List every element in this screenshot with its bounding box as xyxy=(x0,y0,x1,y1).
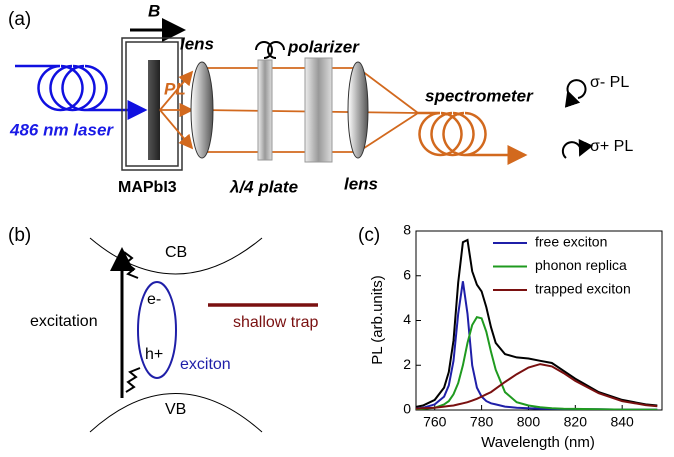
panel-b: (b) CB VB excitation e- h+ exciton shall… xyxy=(8,225,318,433)
sigma-plus-label: σ+ PL xyxy=(590,138,633,155)
legend-label: trapped exciton xyxy=(535,281,631,297)
cryostat xyxy=(125,41,179,167)
pl-label: PL xyxy=(164,79,186,98)
trap-label: shallow trap xyxy=(233,314,318,331)
series-line xyxy=(416,281,658,410)
lens-label: lens xyxy=(180,34,214,53)
panel-label: (c) xyxy=(358,225,380,246)
y-tick-label: 2 xyxy=(403,356,411,372)
sample xyxy=(148,60,160,160)
excitation-label: excitation xyxy=(30,313,98,330)
plot-frame xyxy=(415,230,663,411)
sample-label: MAPbI3 xyxy=(118,179,177,196)
hole-label: h+ xyxy=(145,346,163,363)
cb-label: CB xyxy=(165,244,187,261)
laser-label: 486 nm laser xyxy=(9,120,114,139)
legend-label: phonon replica xyxy=(535,257,627,273)
sigma-plus-arrow xyxy=(561,138,594,159)
polarizer-label: polarizer xyxy=(287,37,360,56)
exciton xyxy=(137,281,177,379)
x-tick-label: 760 xyxy=(423,414,447,430)
x-tick-label: 820 xyxy=(564,414,588,430)
x-tick-label: 800 xyxy=(517,414,541,430)
y-axis-label: PL (arb.units) xyxy=(369,275,386,364)
polarizer xyxy=(304,57,333,163)
lens xyxy=(190,61,214,159)
panel-a: (a) B 486 nm laser MAPbI3 lens PL λ/4 pl… xyxy=(8,1,633,196)
series-line xyxy=(416,315,658,410)
panel-label: (b) xyxy=(8,225,31,246)
spectrometer-label: spectrometer xyxy=(425,86,534,105)
y-tick-label: 6 xyxy=(403,266,411,282)
exciton-label: exciton xyxy=(180,356,231,373)
x-axis-label: Wavelength (nm) xyxy=(481,434,595,451)
panel-c: (c) Wavelength (nm) PL (arb.units) 760 78… xyxy=(358,222,663,451)
waveplate-label: λ/4 plate xyxy=(229,177,298,196)
sigma-minus-arrow xyxy=(564,79,587,108)
laser-fiber xyxy=(15,64,145,110)
vb-label: VB xyxy=(165,401,186,418)
sigma-minus-label: σ- PL xyxy=(590,74,629,91)
electron-label: e- xyxy=(147,291,161,308)
lens-label: lens xyxy=(344,174,378,193)
rotation-arrows xyxy=(255,41,285,59)
series-line xyxy=(416,238,658,408)
y-tick-label: 4 xyxy=(403,311,411,327)
waveplate xyxy=(257,59,273,161)
x-tick-label: 840 xyxy=(610,414,634,430)
x-tick-label: 780 xyxy=(470,414,494,430)
series-line xyxy=(416,363,658,410)
lens xyxy=(347,61,369,159)
pl-beams xyxy=(159,67,525,155)
panel-label: (a) xyxy=(8,9,31,30)
relaxation xyxy=(123,251,141,393)
valence-band xyxy=(89,393,263,433)
y-tick-label: 8 xyxy=(403,222,411,238)
y-tick-label: 0 xyxy=(403,401,411,417)
legend-label: free exciton xyxy=(535,234,607,250)
field-label: B xyxy=(148,1,160,20)
